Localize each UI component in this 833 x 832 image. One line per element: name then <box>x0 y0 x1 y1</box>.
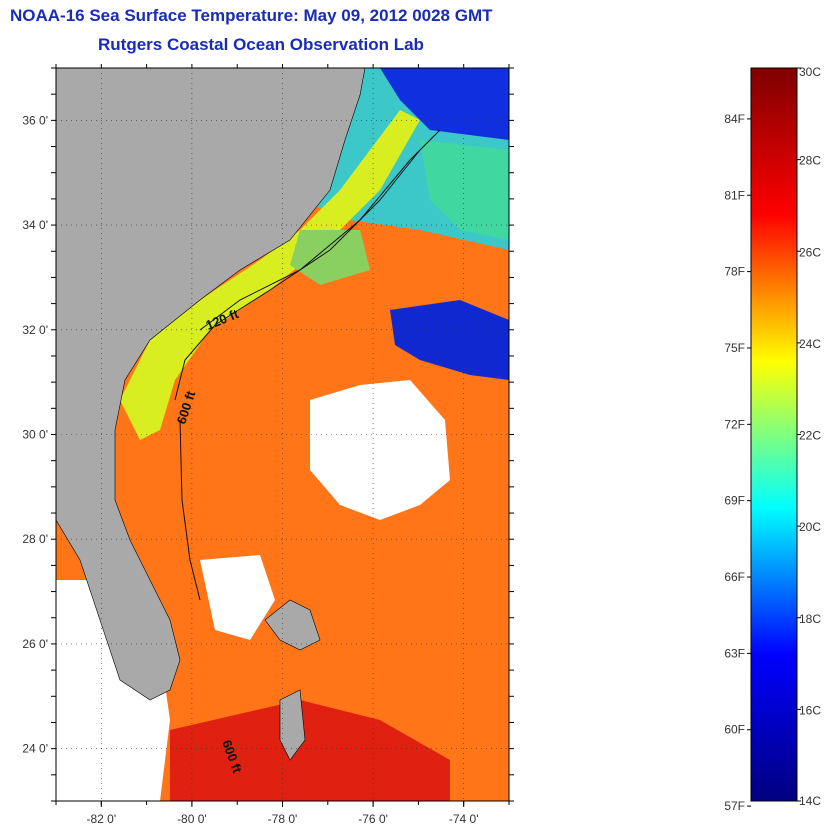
x-tick-label: -78 0' <box>268 812 298 826</box>
colorbar-label-fahrenheit: 60F <box>724 723 745 737</box>
colorbar-label-celsius: 22C <box>799 429 821 443</box>
green-patch <box>290 230 370 285</box>
y-tick-label: 32 0' <box>22 323 48 337</box>
y-tick-label: 34 0' <box>22 218 48 232</box>
cold-water-ne <box>380 68 509 140</box>
map-axes: -82 0' -80 0' -78 0' -76 0' -74 0' 36 0' 34 0'… <box>22 64 514 826</box>
x-tick-label: -76 0' <box>358 812 388 826</box>
colorbar-label-celsius: 18C <box>799 612 821 626</box>
colorbar-label-celsius: 28C <box>799 154 821 168</box>
colorbar-label-fahrenheit: 66F <box>724 570 745 584</box>
colorbar-gradient <box>750 67 798 802</box>
y-tick-label: 28 0' <box>22 532 48 546</box>
colorbar-label-celsius: 30C <box>799 65 821 79</box>
warm-water-south <box>170 700 450 801</box>
colorbar-label-fahrenheit: 78F <box>724 265 745 279</box>
y-tick-label: 24 0' <box>22 742 48 756</box>
colorbar-label-fahrenheit: 63F <box>724 646 745 660</box>
colorbar-label-fahrenheit: 57F <box>724 799 745 813</box>
y-tick-label: 30 0' <box>22 428 48 442</box>
contour-600ft-south <box>179 419 201 601</box>
x-tick-label: -82 0' <box>86 812 116 826</box>
land-bahamas-1 <box>264 599 321 651</box>
colorbar-label-celsius: 14C <box>799 794 821 808</box>
colorbar-label-celsius: 24C <box>799 337 821 351</box>
y-tick-label: 36 0' <box>22 113 48 127</box>
contour-120ft <box>199 129 441 331</box>
colorbar-labels: 30C 28C 26C 24C 22C 20C 18C 16C 14C 84F 81F 78F 75F 7… <box>724 65 821 813</box>
map-subtitle: Rutgers Coastal Ocean Observation Lab <box>98 35 424 54</box>
cloud-patch-1 <box>310 380 450 520</box>
x-tick-label: -80 0' <box>177 812 207 826</box>
colorbar-label-fahrenheit: 75F <box>724 341 745 355</box>
land-us-coast <box>56 68 366 701</box>
cool-water-ne2 <box>420 140 509 240</box>
colorbar-label-fahrenheit: 84F <box>724 112 745 126</box>
colorbar-label-fahrenheit: 72F <box>724 417 745 431</box>
x-tick-label: -74 0' <box>449 812 479 826</box>
colorbar-label-fahrenheit: 69F <box>724 494 745 508</box>
colorbar-label-fahrenheit: 81F <box>724 188 745 202</box>
contour-600ft <box>174 149 421 401</box>
colorbar-label-celsius: 20C <box>799 520 821 534</box>
map-title: NOAA-16 Sea Surface Temperature: May 09,… <box>10 6 493 25</box>
land-bahamas-2 <box>279 689 306 761</box>
cloud-patch-2 <box>200 555 275 640</box>
colorbar-label-celsius: 16C <box>799 703 821 717</box>
y-tick-label: 26 0' <box>22 637 48 651</box>
colorbar-label-celsius: 26C <box>799 245 821 259</box>
map-grid <box>56 68 509 801</box>
shelf-band <box>120 110 420 440</box>
cold-patch-east <box>390 300 509 380</box>
